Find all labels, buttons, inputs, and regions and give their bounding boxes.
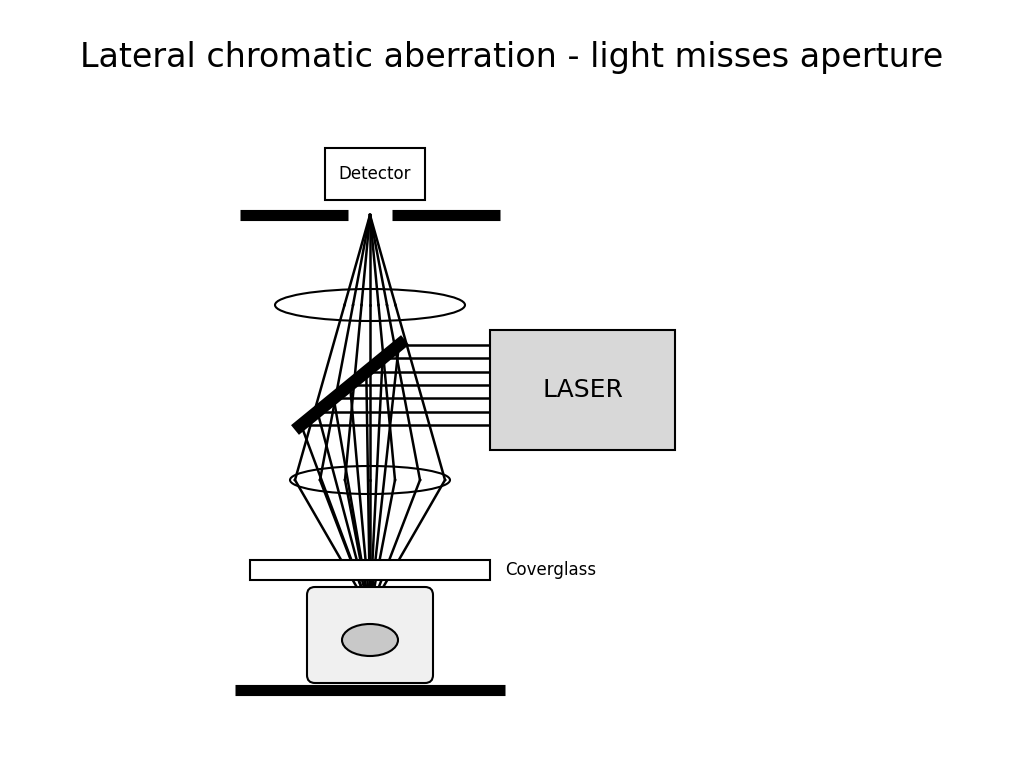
FancyBboxPatch shape: [307, 587, 433, 683]
Bar: [490, 330, 675, 450]
Ellipse shape: [342, 624, 398, 656]
Text: Coverglass: Coverglass: [505, 561, 596, 579]
Text: Detector: Detector: [339, 165, 412, 183]
Bar: [325, 148, 425, 200]
Bar: [250, 560, 490, 580]
Text: Lateral chromatic aberration - light misses aperture: Lateral chromatic aberration - light mis…: [80, 41, 944, 74]
Text: LASER: LASER: [542, 378, 623, 402]
